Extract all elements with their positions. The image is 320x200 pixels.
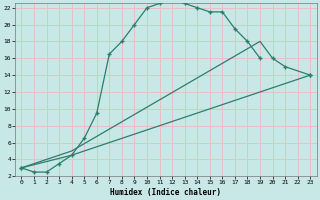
X-axis label: Humidex (Indice chaleur): Humidex (Indice chaleur) xyxy=(110,188,221,197)
